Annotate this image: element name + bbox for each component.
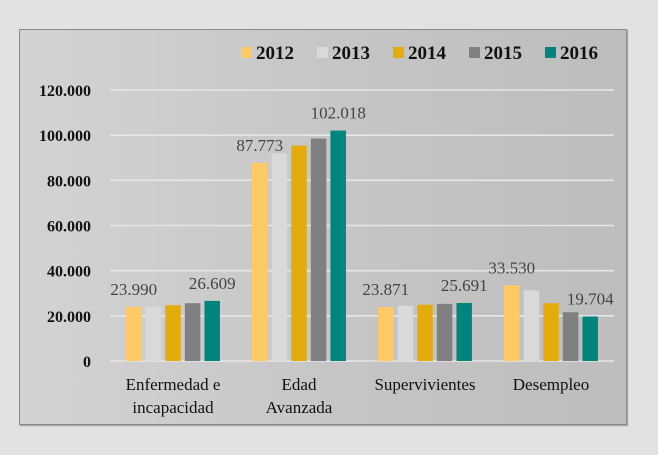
- bar-2013-cat-2: [397, 305, 414, 361]
- bar-2015-cat-0: [184, 303, 201, 361]
- bar-2016-cat-2: [456, 302, 472, 361]
- category-label: Desempleo: [513, 375, 589, 394]
- bar-2016-cat-1: [330, 130, 346, 361]
- legend-item-2013: 2013: [317, 43, 370, 64]
- legend-label: 2016: [560, 43, 598, 64]
- bar-2014-cat-1: [291, 145, 307, 361]
- legend-label: 2014: [408, 43, 447, 64]
- legend-swatch: [469, 47, 480, 58]
- y-tick-label: 60.000: [47, 219, 91, 236]
- data-label: 33.530: [488, 258, 535, 277]
- legend-label: 2015: [484, 43, 522, 64]
- data-label: 25.691: [441, 276, 488, 295]
- data-label: 102.018: [311, 104, 366, 123]
- category-label: Edad: [282, 375, 317, 394]
- legend-item-2016: 2016: [545, 43, 598, 64]
- y-axis-tick-labels: 0 20.000 40.000 60.000 80.000 100.000 120.000: [39, 83, 91, 371]
- y-tick-label: 40.000: [47, 264, 91, 281]
- bar-2014-cat-2: [417, 304, 433, 361]
- bar-2015-cat-3: [562, 312, 579, 361]
- data-label: 23.871: [362, 280, 409, 299]
- data-label: 26.609: [189, 274, 236, 293]
- legend-item-2015: 2015: [469, 43, 522, 64]
- bar-2012-cat-1: [252, 162, 268, 361]
- bar-2016-cat-0: [204, 300, 220, 361]
- legend-label: 2012: [256, 43, 294, 64]
- legend-item-2014: 2014: [393, 43, 447, 64]
- category-label: Enfermedad e: [126, 375, 221, 394]
- bar-2013-cat-0: [145, 306, 162, 361]
- bar-2012-cat-3: [504, 285, 520, 361]
- y-tick-label: 100.000: [39, 128, 91, 145]
- bar-2014-cat-3: [543, 303, 559, 361]
- legend-swatch: [317, 47, 328, 58]
- bar-2013-cat-3: [523, 290, 540, 361]
- bar-2012-cat-0: [126, 306, 142, 361]
- data-label: 23.990: [110, 280, 157, 299]
- data-label: 19.704: [567, 290, 614, 309]
- y-tick-label: 0: [83, 354, 91, 371]
- bar-2016-cat-3: [582, 316, 598, 361]
- bars: [126, 130, 598, 361]
- y-tick-label: 20.000: [47, 309, 91, 326]
- data-labels: 23.990 26.609 87.773 102.018 23.871 25.69133.…: [110, 104, 614, 309]
- legend-swatch: [393, 47, 404, 58]
- legend-item-2012: 2012: [241, 43, 294, 64]
- bar-2015-cat-2: [436, 303, 453, 361]
- y-tick-label: 80.000: [47, 173, 91, 190]
- category-labels: Enfermedad e incapacidad Edad Avanzada Super…: [126, 375, 590, 417]
- legend-swatch: [545, 47, 556, 58]
- legend: 2012 2013 2014 2015 2016: [241, 43, 598, 64]
- legend-label: 2013: [332, 43, 370, 64]
- data-label: 87.773: [236, 136, 283, 155]
- category-label: incapacidad: [132, 398, 214, 417]
- bar-2014-cat-0: [165, 305, 181, 361]
- category-label: Avanzada: [266, 398, 333, 417]
- y-tick-label: 120.000: [39, 83, 91, 100]
- category-label: Supervivientes: [374, 375, 475, 394]
- bar-2015-cat-1: [310, 138, 327, 361]
- bar-2012-cat-2: [378, 307, 394, 361]
- bar-2013-cat-1: [271, 153, 288, 361]
- legend-swatch: [241, 47, 252, 58]
